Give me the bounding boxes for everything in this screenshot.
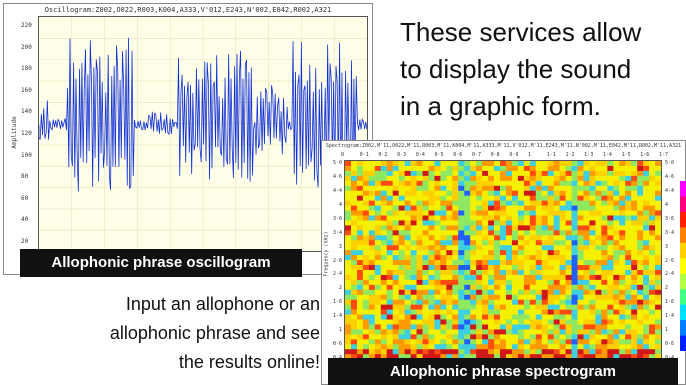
spectrogram-x-tick: 0 <box>341 152 345 158</box>
spectrogram-y-tick-left: 1·6 <box>332 299 342 306</box>
spectrogram-y-tick-left: 3 <box>338 243 342 250</box>
oscillogram-y-tick: 20 <box>21 238 29 245</box>
headline-line: These services allow <box>400 17 642 47</box>
spectrogram-y-tick-left: 1·4 <box>332 313 342 320</box>
oscillogram-panel: Oscillogram:Z002,O022,R003,K004,A333,V'0… <box>3 3 373 275</box>
spectrogram-x-tick: 0·2 <box>378 152 388 158</box>
spectrogram-y-tick-right: 3·6 <box>665 215 675 222</box>
spectrogram-y-tick-left: 4·4 <box>332 187 342 194</box>
spectrogram-y-tick-left: 2·6 <box>332 257 342 264</box>
colorbar-segment <box>680 242 686 259</box>
spectrogram-y-ticks-left: 5·04·64·443·63·432·62·421·61·410·60·40 <box>328 160 344 375</box>
spectrogram-x-tick: 1·1 <box>546 152 556 158</box>
spectrogram-y-tick-right: 0·6 <box>665 341 675 348</box>
oscillogram-y-tick: 80 <box>21 173 29 181</box>
spectrogram-x-tick: 0·1 <box>359 152 369 158</box>
spectrogram-y-tick-right: 4·6 <box>665 173 675 180</box>
spectrogram-plot-area <box>344 160 662 375</box>
colorbar-segment <box>680 258 686 275</box>
spectrogram-y-tick-left: 2·4 <box>332 271 342 278</box>
instruction-line: allophonic phrase and see <box>109 323 320 343</box>
colorbar-segment <box>680 289 686 306</box>
spectrogram-y-tick-left: 0·6 <box>332 341 342 348</box>
spectrogram-x-tick: 1·3 <box>584 152 594 158</box>
spectrogram-title: Spectrogram:Z002,M'11,O022,M'11,R003,M'1… <box>325 143 682 149</box>
oscillogram-y-tick: 40 <box>21 216 29 224</box>
spectrogram-y-tick-right: 3 <box>665 243 669 250</box>
spectrogram-y-tick-right: 2·6 <box>665 257 675 264</box>
spectrogram-x-tick: 1·2 <box>565 152 575 158</box>
oscillogram-caption: Allophonic phrase oscillogram <box>20 249 302 277</box>
oscillogram-title: Oscillogram:Z002,O022,R003,K004,A333,V'0… <box>44 6 332 14</box>
spectrogram-x-tick: 0·4 <box>415 152 425 158</box>
spectrogram-y-tick-left: 3·6 <box>332 215 342 222</box>
spectrogram-y-tick-left: 5·0 <box>332 160 342 166</box>
headline-line: in a graphic form. <box>400 91 601 121</box>
spectrogram-y-tick-left: 4 <box>338 201 342 208</box>
spectrogram-x-tick: 0·3 <box>397 152 407 158</box>
oscillogram-y-tick: 180 <box>21 65 32 73</box>
instruction-text: Input an allophone or an allophonic phra… <box>28 290 320 377</box>
spectrogram-x-tick: 0·5 <box>434 152 444 158</box>
spectrogram-x-tick: 0·6 <box>453 152 463 158</box>
oscillogram-y-tick: 60 <box>21 194 29 202</box>
colorbar-segment <box>680 211 686 228</box>
spectrogram-x-tick: 1 <box>528 152 532 158</box>
spectrogram-colorbar <box>680 181 686 351</box>
spectrogram-panel: Spectrogram:Z002,M'11,O022,M'11,R003,M'1… <box>321 140 686 385</box>
colorbar-segment <box>680 273 686 290</box>
spectrogram-y-tick-right: 2·4 <box>665 271 675 278</box>
colorbar-segment <box>680 304 686 321</box>
spectrogram-y-tick-right: 1·4 <box>665 313 675 320</box>
headline-text: These services allow to display the soun… <box>400 14 680 125</box>
oscillogram-plot-area <box>38 16 368 252</box>
spectrogram-caption: Allophonic phrase spectrogram <box>328 358 678 385</box>
spectrogram-y-tick-right: 1 <box>665 327 669 334</box>
spectrogram-y-tick-left: 1 <box>338 327 342 334</box>
spectrogram-x-tick: 1·6 <box>640 152 650 158</box>
spectrogram-y-tick-right: 1·6 <box>665 299 675 306</box>
oscillogram-y-axis-label: Amplitude <box>10 116 18 149</box>
spectrogram-y-tick-right: 4 <box>665 201 669 208</box>
spectrogram-y-tick-right: 4·4 <box>665 187 675 194</box>
colorbar-segment <box>680 181 686 197</box>
colorbar-segment <box>680 320 686 337</box>
spectrogram-y-tick-right: 3·4 <box>665 229 675 236</box>
spectrogram-y-tick-right: 5·0 <box>665 160 675 166</box>
oscillogram-y-tick: 140 <box>21 108 32 116</box>
colorbar-segment <box>680 335 686 351</box>
colorbar-segment <box>680 196 686 213</box>
spectrogram-y-tick-left: 2 <box>338 285 342 292</box>
instruction-line: the results online! <box>178 352 320 372</box>
spectrogram-x-tick: 0·8 <box>490 152 500 158</box>
oscillogram-y-tick: 100 <box>21 151 32 159</box>
oscillogram-y-tick: 160 <box>21 86 32 94</box>
headline-line: to display the sound <box>400 54 632 84</box>
oscillogram-y-tick: 200 <box>21 43 32 51</box>
spectrogram-x-tick: 1·4 <box>602 152 612 158</box>
spectrogram-x-tick: 1·5 <box>621 152 631 158</box>
colorbar-segment <box>680 227 686 244</box>
spectrogram-y-tick-left: 4·6 <box>332 173 342 180</box>
spectrogram-x-ticks: 0 0·1 0·2 0·3 0·4 0·5 0·6 0·7 0·8 0·9 1 1·1 1·2 1·3 1·… <box>341 152 668 160</box>
oscillogram-y-tick: 120 <box>21 130 32 137</box>
instruction-line: Input an allophone or an <box>125 294 320 314</box>
spectrogram-x-tick: 0·7 <box>471 152 481 158</box>
oscillogram-waveform <box>39 17 367 251</box>
oscillogram-y-tick: 220 <box>21 22 32 29</box>
spectrogram-y-ticks-right: 5·04·64·443·63·432·62·421·61·410·60·40 <box>664 160 680 375</box>
spectrogram-y-tick-right: 2 <box>665 285 669 292</box>
spectrogram-heatmap <box>345 161 661 374</box>
spectrogram-x-tick: 0·9 <box>509 152 519 158</box>
spectrogram-x-tick: 1·7 <box>659 152 669 158</box>
spectrogram-y-tick-left: 3·4 <box>332 229 342 236</box>
